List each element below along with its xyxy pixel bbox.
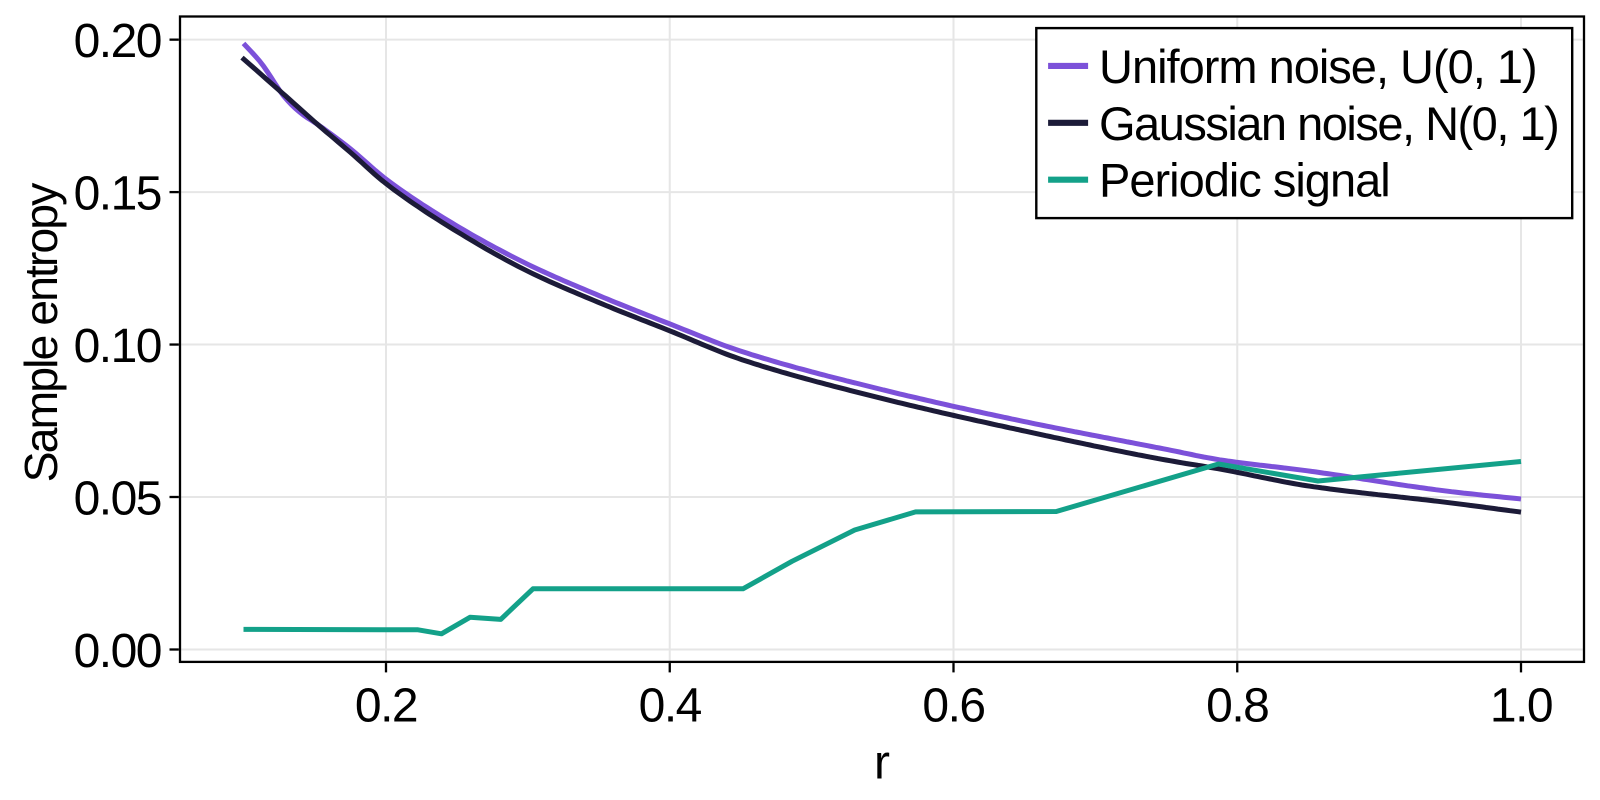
svg-text:0.10: 0.10 bbox=[74, 320, 161, 373]
svg-text:Uniform noise, U(0, 1): Uniform noise, U(0, 1) bbox=[1099, 40, 1537, 93]
svg-text:0.20: 0.20 bbox=[74, 15, 161, 68]
svg-text:0.8: 0.8 bbox=[1206, 680, 1268, 733]
svg-text:0.15: 0.15 bbox=[74, 167, 161, 220]
svg-text:0.6: 0.6 bbox=[922, 680, 984, 733]
svg-text:r: r bbox=[874, 737, 890, 790]
svg-text:Sample entropy: Sample entropy bbox=[15, 182, 67, 482]
svg-text:Periodic signal: Periodic signal bbox=[1099, 154, 1390, 207]
svg-text:0.2: 0.2 bbox=[355, 680, 417, 733]
svg-text:0.00: 0.00 bbox=[74, 625, 161, 678]
svg-text:0.4: 0.4 bbox=[639, 680, 702, 733]
svg-text:1.0: 1.0 bbox=[1490, 680, 1552, 733]
svg-text:0.05: 0.05 bbox=[74, 472, 161, 525]
svg-text:Gaussian noise, N(0, 1): Gaussian noise, N(0, 1) bbox=[1099, 97, 1558, 150]
